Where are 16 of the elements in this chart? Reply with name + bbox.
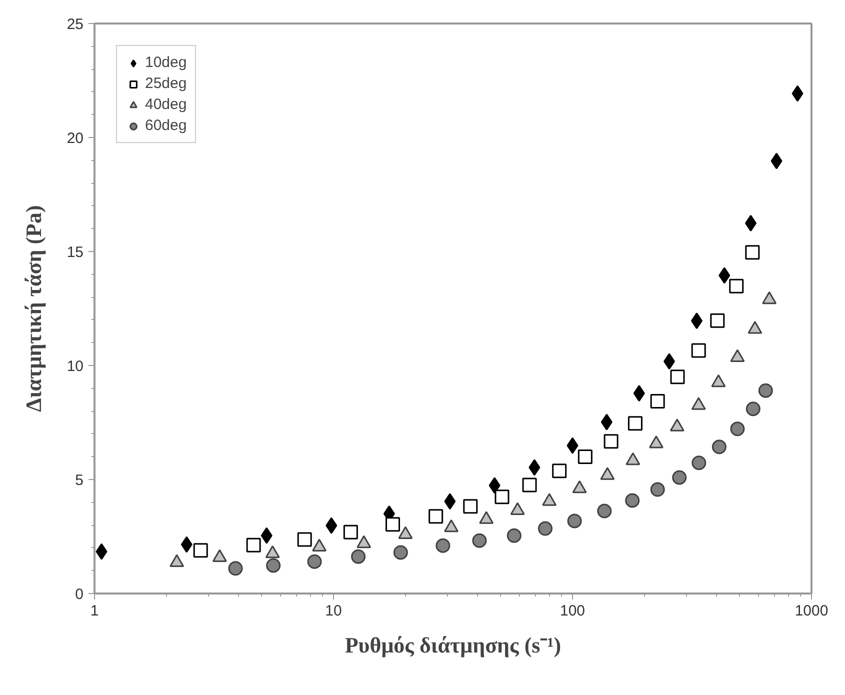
y-tick-label: 10: [66, 358, 84, 375]
legend-label: 40deg: [145, 96, 187, 113]
y-axis-title: Διατμητική τάση (Pa): [20, 205, 46, 412]
y-tick-label: 5: [75, 472, 84, 489]
legend-label: 25deg: [145, 75, 187, 92]
y-tick-label: 15: [66, 244, 84, 261]
legend-label: 10deg: [145, 54, 187, 71]
x-tick-label: 1000: [794, 602, 828, 620]
x-tick-label: 10: [325, 602, 342, 620]
x-tick-label: 100: [560, 602, 586, 620]
y-tick-label: 25: [66, 16, 84, 33]
y-tick-label: 0: [75, 586, 84, 603]
y-tick-label: 20: [66, 130, 84, 147]
legend-label: 60deg: [145, 117, 187, 134]
x-axis-title: Ρυθμός διάτμησης (s⁻¹): [344, 632, 562, 658]
x-tick-label: 1: [90, 602, 99, 620]
